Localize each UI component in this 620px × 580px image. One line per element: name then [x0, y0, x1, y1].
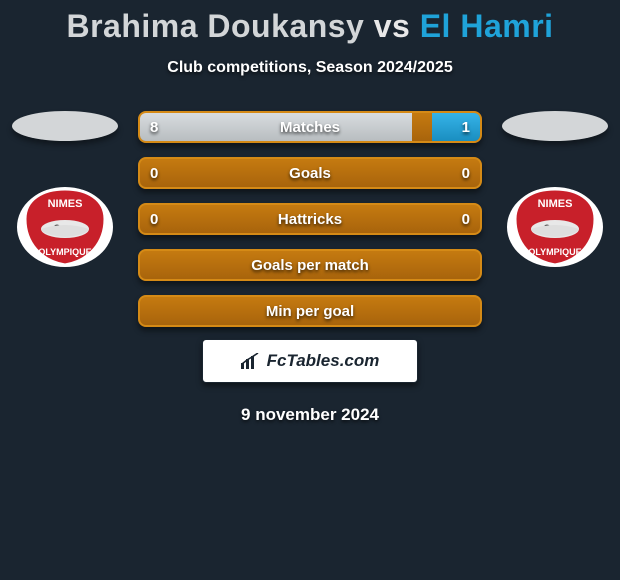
title-player1: Brahima Doukansy — [66, 8, 364, 44]
right-player-column: NIMES OLYMPIQUE — [500, 111, 610, 269]
brand-text: FcTables.com — [267, 351, 380, 371]
bar-label: Matches — [280, 119, 340, 136]
bar-value-left: 8 — [150, 119, 158, 136]
bar-value-right: 1 — [462, 119, 470, 136]
date: 9 november 2024 — [0, 405, 620, 425]
title-player2: El Hamri — [420, 8, 554, 44]
stat-bar: Min per goal — [138, 295, 482, 327]
bar-fill-left — [140, 113, 412, 141]
comparison-area: NIMES OLYMPIQUE 8 1 Matches 0 0 Goals 0 0 Hattri… — [0, 111, 620, 327]
brand-chart-icon — [241, 353, 261, 369]
stats-bars: 8 1 Matches 0 0 Goals 0 0 Hattricks Goals per mat… — [138, 111, 482, 327]
page-title: Brahima Doukansy vs El Hamri — [0, 0, 620, 45]
bar-value-left: 0 — [150, 165, 158, 182]
bar-label: Goals — [289, 165, 331, 182]
subtitle: Club competitions, Season 2024/2025 — [0, 59, 620, 77]
player1-avatar — [12, 111, 118, 141]
stat-bar: 0 0 Hattricks — [138, 203, 482, 235]
stat-bar: 8 1 Matches — [138, 111, 482, 143]
stat-bar: Goals per match — [138, 249, 482, 281]
player2-club-logo: NIMES OLYMPIQUE — [505, 185, 605, 269]
bar-value-right: 0 — [462, 211, 470, 228]
bar-value-left: 0 — [150, 211, 158, 228]
bar-label: Hattricks — [278, 211, 342, 228]
bar-value-right: 0 — [462, 165, 470, 182]
brand-box: FcTables.com — [202, 339, 418, 383]
title-vs: vs — [374, 8, 411, 44]
svg-text:OLYMPIQUE: OLYMPIQUE — [38, 247, 91, 257]
svg-text:NIMES: NIMES — [538, 198, 573, 210]
player2-avatar — [502, 111, 608, 141]
svg-text:NIMES: NIMES — [48, 198, 83, 210]
player1-club-logo: NIMES OLYMPIQUE — [15, 185, 115, 269]
bar-fill-right — [432, 113, 480, 141]
left-player-column: NIMES OLYMPIQUE — [10, 111, 120, 269]
svg-text:OLYMPIQUE: OLYMPIQUE — [528, 247, 581, 257]
bar-label: Min per goal — [266, 303, 354, 320]
stat-bar: 0 0 Goals — [138, 157, 482, 189]
bar-label: Goals per match — [251, 257, 369, 274]
